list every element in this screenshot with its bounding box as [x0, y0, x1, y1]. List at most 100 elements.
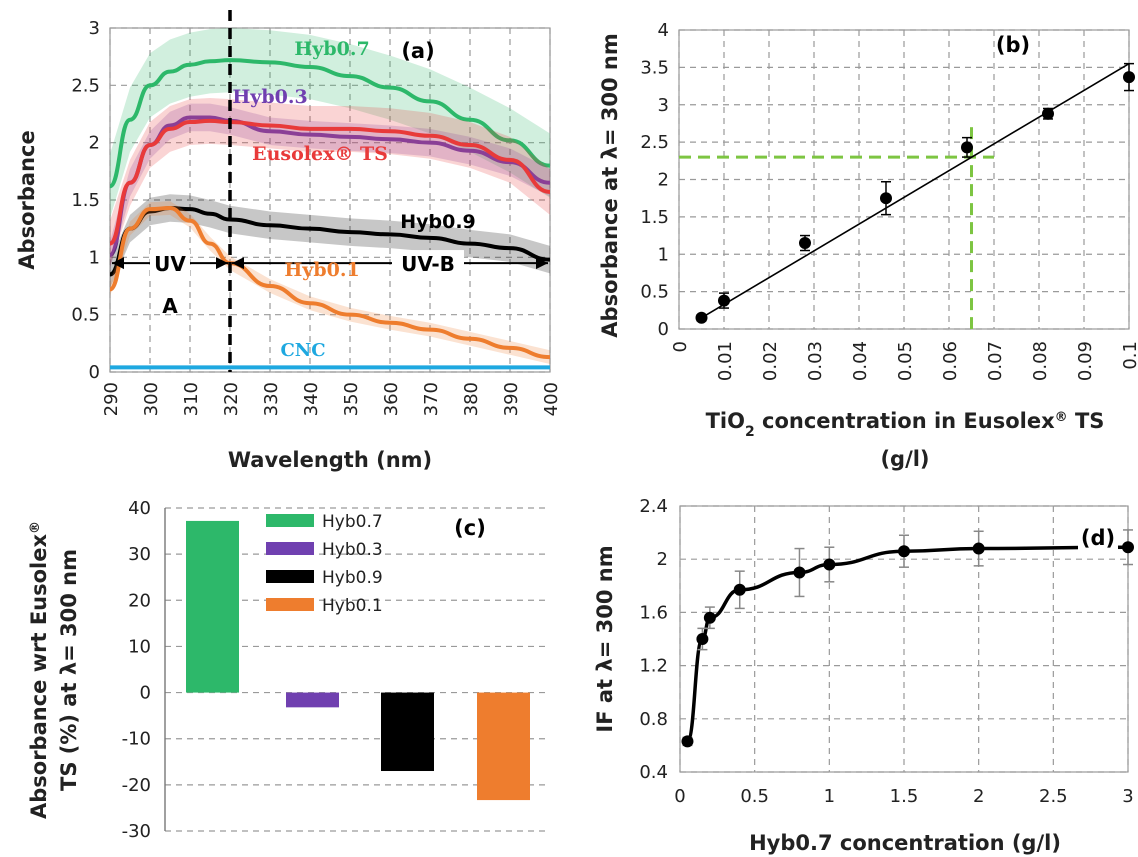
- a-series-label: Hyb0.9: [400, 211, 476, 233]
- b-y-tick: 1.5: [640, 207, 669, 228]
- b-x-axis-title-line2: (g/l): [880, 447, 929, 471]
- d-x-tick: 3: [1122, 786, 1133, 807]
- b-x-tick: 0.03: [805, 341, 826, 381]
- d-y-axis-title: IF at λ= 300 nm: [593, 545, 617, 732]
- d-panel-label-bg: [1078, 526, 1118, 552]
- a-x-tick: 370: [421, 382, 442, 416]
- a-x-tick: 350: [341, 382, 362, 416]
- a-y-tick: 1: [89, 247, 100, 268]
- d-data-point: [733, 583, 746, 596]
- d-x-tick: 0: [674, 786, 685, 807]
- a-series-noise-band: [110, 97, 550, 267]
- b-data-point: [880, 192, 892, 205]
- a-uva-arrowhead-left: [112, 257, 124, 270]
- b-x-tick: 0.05: [895, 341, 916, 381]
- a-y-tick: 1.5: [71, 190, 100, 211]
- a-uva-label: UV: [154, 252, 186, 276]
- b-fit-line: [701, 62, 1130, 319]
- d-data-point: [823, 558, 836, 571]
- c-legend-label: Hyb0.9: [322, 568, 383, 588]
- b-x-axis-title-part: 2: [745, 424, 755, 440]
- a-x-tick: 300: [141, 382, 162, 416]
- c-bar-hyb07: [186, 520, 239, 693]
- b-y-tick: 1: [658, 244, 669, 265]
- a-series-label: Hyb0.7: [294, 38, 369, 60]
- d-y-tick: 2.4: [639, 496, 668, 517]
- b-x-tick: 0.04: [850, 341, 871, 381]
- d-series-line: [685, 545, 1129, 744]
- c-y-tick: 40: [128, 498, 151, 519]
- d-data-point: [703, 611, 716, 624]
- b-x-tick: 0.08: [1030, 341, 1051, 381]
- c-y-axis-title-sup: ®: [28, 521, 43, 534]
- b-y-tick: 2.5: [640, 132, 669, 153]
- b-y-tick: 0: [658, 319, 669, 340]
- d-x-tick: 1.5: [890, 786, 919, 807]
- a-y-tick: 0.5: [71, 305, 100, 326]
- a-series-line-hyb01: [108, 206, 551, 360]
- a-y-tick: 0: [89, 362, 100, 383]
- a-series-noise-band: [110, 28, 550, 219]
- c-legend-swatch: [266, 570, 314, 583]
- d-y-tick: 0.4: [639, 762, 668, 783]
- c-y-axis-title: Absorbance wrt Eusolex®: [27, 521, 51, 819]
- a-y-tick: 2: [89, 133, 100, 154]
- a-x-tick: 380: [461, 382, 482, 416]
- d-panel-label: (d): [1081, 526, 1115, 550]
- c-legend-swatch: [266, 598, 314, 611]
- c-legend-swatch: [266, 514, 314, 527]
- c-y-tick: 30: [128, 544, 151, 565]
- d-y-tick: 1.6: [639, 602, 668, 623]
- b-data-point: [1042, 107, 1054, 120]
- b-x-axis-title-part: TiO: [706, 409, 745, 433]
- c-y-tick: 0: [140, 683, 151, 704]
- d-x-axis-title: Hyb0.7 concentration (g/l): [749, 831, 1061, 855]
- c-y-axis-title-line2: TS (%) at λ= 300 nm: [57, 549, 81, 791]
- b-x-axis-title-part: ®: [1055, 410, 1068, 425]
- b-y-axis-title: Absorbance at λ= 300 nm: [598, 33, 622, 337]
- a-series-line-hyb07: [108, 58, 551, 189]
- b-data-point: [961, 141, 973, 154]
- b-data-point: [718, 294, 730, 307]
- c-bar-hyb03: [286, 692, 339, 708]
- a-series-line-hyb09: [109, 206, 551, 277]
- c-y-tick: 20: [128, 590, 151, 611]
- a-series-label: Hyb0.1: [284, 259, 359, 281]
- b-y-tick: 0.5: [640, 282, 669, 303]
- c-legend-label: Hyb0.1: [322, 596, 383, 616]
- c-y-tick: -10: [122, 729, 151, 750]
- d-data-point: [972, 542, 985, 555]
- a-x-tick: 310: [181, 382, 202, 416]
- a-x-axis-title: Wavelength (nm): [228, 448, 432, 472]
- d-data-point: [898, 545, 910, 558]
- a-x-tick: 290: [101, 382, 122, 416]
- b-data-point: [695, 311, 708, 324]
- a-x-tick: 320: [221, 382, 242, 416]
- c-y-tick: -30: [122, 821, 151, 842]
- d-x-tick: 1: [824, 786, 835, 807]
- panel-d: 0 0.5 1 1.5 2 2.5 3 0.4 0.8 1.2 1.6 2 2.4 (d) Hyb0.7 c…: [593, 496, 1134, 855]
- b-x-axis-title-part: TS: [1068, 409, 1105, 433]
- c-y-tick: -20: [122, 775, 151, 796]
- panel-c: -30 -20 -10 0 10 20 30 40 Hyb0.7 Hyb0.3 Hyb0.9 Hyb0…: [27, 498, 548, 842]
- b-y-tick: 4: [658, 20, 669, 41]
- b-data-point: [1123, 71, 1135, 84]
- panel-a: 290 300 310 320 330 340 350 360 370 380 390 400 0 0.5…: [15, 10, 562, 472]
- a-series-label: Eusolex® TS: [252, 143, 388, 165]
- d-x-tick: 2.5: [1039, 786, 1068, 807]
- a-x-tick: 340: [301, 382, 322, 416]
- a-x-tick: 360: [381, 382, 402, 416]
- d-data-point: [793, 566, 806, 579]
- a-uvb-arrowhead-left: [232, 257, 244, 270]
- d-y-tick: 2: [657, 549, 668, 570]
- c-legend-label: Hyb0.3: [322, 540, 383, 560]
- b-x-tick: 0.09: [1075, 341, 1096, 381]
- a-x-tick: 400: [541, 382, 562, 416]
- d-data-point: [681, 735, 694, 748]
- a-plot-frame: [109, 27, 551, 373]
- b-x-tick: 0.07: [985, 341, 1006, 381]
- c-y-axis-title-part: Absorbance wrt Eusolex: [27, 534, 51, 819]
- d-plot-frame: [679, 505, 1129, 773]
- b-data-point: [799, 237, 811, 250]
- a-series-label: Hyb0.3: [232, 86, 307, 108]
